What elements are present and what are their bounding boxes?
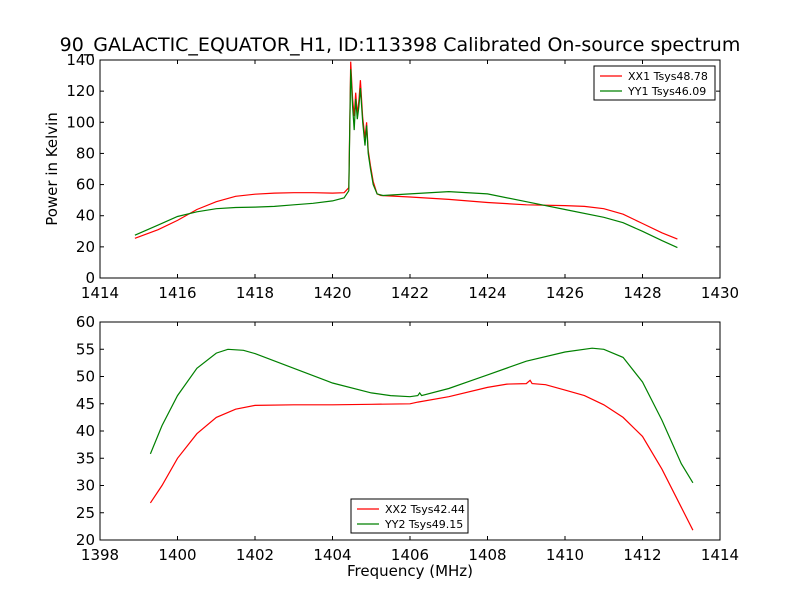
x-tick-label: 1422 (391, 284, 429, 302)
y-tick-label: 50 (76, 368, 95, 386)
y-tick-label: 60 (76, 176, 95, 194)
y-tick-label: 20 (76, 531, 95, 549)
x-tick-label: 1398 (81, 546, 119, 564)
bottom-x-axis-label: Frequency (MHz) (346, 562, 474, 580)
y-tick-label: 25 (76, 504, 95, 522)
series-line-2-2 (149, 347, 694, 484)
legend-label: YY1 Tsys46.09 (627, 85, 706, 98)
x-tick-label: 1410 (546, 546, 584, 564)
legend-label: XX1 Tsys48.78 (628, 70, 708, 83)
chart-title: 90_GALACTIC_EQUATOR_H1, ID:113398 Calibr… (59, 34, 741, 56)
x-tick-label: 1412 (623, 546, 661, 564)
y-tick-label: 45 (76, 395, 95, 413)
x-tick-label: 1424 (468, 284, 506, 302)
series-line-2-1 (149, 379, 694, 531)
x-tick-label: 1400 (158, 546, 196, 564)
series-line-1-1 (134, 61, 678, 240)
x-tick-label: 1406 (391, 546, 429, 564)
y-tick-label: 100 (66, 113, 95, 131)
top-plot: 1414 1416 1418 1420 1422 1424 1426 1428 1430 0 20 4… (66, 51, 739, 302)
x-tick-label: 1428 (623, 284, 661, 302)
x-tick-label: 1426 (546, 284, 584, 302)
y-tick-label: 40 (76, 422, 95, 440)
y-tick-label: 60 (76, 313, 95, 331)
x-tick-label: 1430 (701, 284, 739, 302)
series-line-1-2 (134, 69, 678, 249)
y-tick-label: 55 (76, 340, 95, 358)
x-tick-label: 1416 (158, 284, 196, 302)
legend-label: XX2 Tsys42.44 (385, 503, 465, 516)
x-tick-label: 1408 (468, 546, 506, 564)
x-tick-label: 1414 (701, 546, 739, 564)
y-tick-label: 40 (76, 207, 95, 225)
x-tick-label: 1418 (236, 284, 274, 302)
x-tick-label: 1404 (313, 546, 351, 564)
y-tick-label: 120 (66, 82, 95, 100)
y-tick-label: 35 (76, 449, 95, 467)
y-tick-label: 140 (66, 51, 95, 69)
legend-box (593, 65, 716, 101)
y-tick-label: 30 (76, 477, 95, 495)
x-tick-label: 1414 (81, 284, 119, 302)
y-tick-label: 0 (85, 269, 95, 287)
legend: XX1 Tsys48.78 YY1 Tsys46.09 (593, 65, 716, 101)
y-tick-label: 20 (76, 238, 95, 256)
y-tick-label: 80 (76, 144, 95, 162)
legend-label: YY2 Tsys49.15 (384, 518, 463, 531)
x-tick-label: 1420 (313, 284, 351, 302)
bottom-plot: 1398 1400 1402 1404 1406 1408 1410 1412 1414 20 25… (76, 313, 739, 564)
x-tick-label: 1402 (236, 546, 274, 564)
legend: XX2 Tsys42.44 YY2 Tsys49.15 (350, 498, 469, 534)
legend-box (350, 498, 469, 534)
